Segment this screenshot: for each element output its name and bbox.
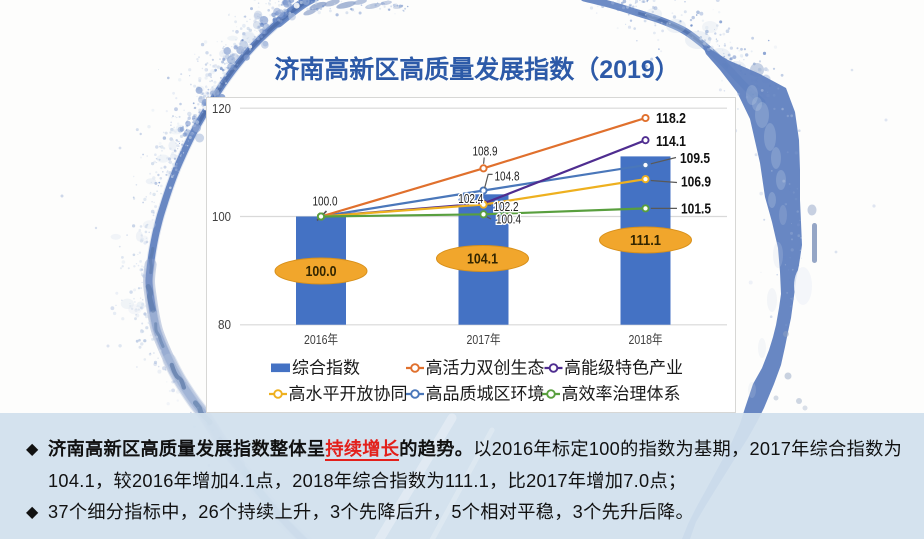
svg-text:2016年: 2016年 <box>304 332 338 347</box>
svg-text:100.4: 100.4 <box>496 213 521 227</box>
svg-text:102.2: 102.2 <box>494 200 519 214</box>
svg-text:综合指数: 综合指数 <box>292 359 360 378</box>
svg-text:120: 120 <box>212 101 231 116</box>
svg-text:高品质城区环境: 高品质城区环境 <box>426 385 545 404</box>
svg-text:2017年: 2017年 <box>467 332 501 347</box>
svg-text:102.4: 102.4 <box>458 192 483 206</box>
svg-text:高能级特色产业: 高能级特色产业 <box>564 359 683 378</box>
svg-text:高活力双创生态: 高活力双创生态 <box>426 359 545 378</box>
svg-text:118.2: 118.2 <box>656 110 686 127</box>
svg-text:100: 100 <box>212 209 231 224</box>
svg-text:106.9: 106.9 <box>681 174 711 191</box>
svg-text:80: 80 <box>218 317 231 332</box>
svg-text:104.1: 104.1 <box>467 252 498 268</box>
svg-text:111.1: 111.1 <box>630 233 661 249</box>
svg-text:高水平开放协同: 高水平开放协同 <box>289 385 408 404</box>
svg-text:114.1: 114.1 <box>656 133 686 150</box>
svg-text:高效率治理体系: 高效率治理体系 <box>562 385 681 404</box>
svg-text:2018年: 2018年 <box>629 332 663 347</box>
svg-text:101.5: 101.5 <box>681 201 711 218</box>
svg-text:100.0: 100.0 <box>313 195 338 209</box>
svg-text:104.8: 104.8 <box>495 170 520 184</box>
svg-text:109.5: 109.5 <box>680 150 710 167</box>
svg-text:100.0: 100.0 <box>306 264 337 280</box>
svg-text:108.9: 108.9 <box>473 145 498 159</box>
